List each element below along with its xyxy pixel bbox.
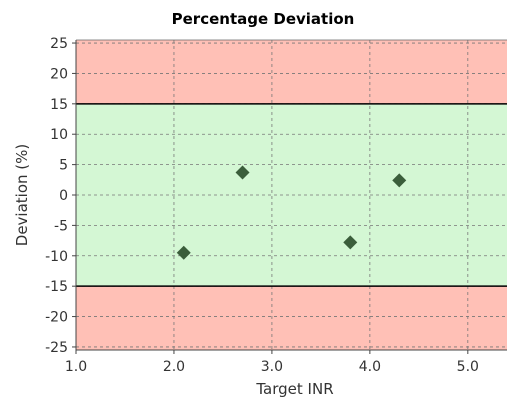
range-bands xyxy=(76,40,507,350)
axes xyxy=(72,39,507,354)
y-tick-label: 5 xyxy=(59,158,68,174)
threshold-lines xyxy=(76,103,507,287)
y-tick-label: 10 xyxy=(50,127,68,143)
y-tick-label: 15 xyxy=(50,97,68,113)
y-tick-label: -20 xyxy=(45,310,68,326)
lower-out-of-range-band xyxy=(76,286,507,350)
acceptable-range-band xyxy=(76,103,507,287)
y-tick-label: -25 xyxy=(45,340,68,356)
x-tick-label: 4.0 xyxy=(359,359,381,375)
data-point-diamond xyxy=(176,245,191,260)
y-tick-label: 0 xyxy=(59,188,68,204)
data-point-diamond xyxy=(235,165,250,180)
y-tick-label: 25 xyxy=(50,36,68,52)
y-tick-label: 20 xyxy=(50,66,68,82)
upper-out-of-range-band xyxy=(76,40,507,104)
data-points xyxy=(176,165,407,260)
y-tick-label: -15 xyxy=(45,279,68,295)
x-tick-label: 3.0 xyxy=(261,359,283,375)
data-point-diamond xyxy=(392,173,407,188)
y-axis-label: Deviation (%) xyxy=(13,144,31,246)
x-tick-label: 5.0 xyxy=(457,359,479,375)
y-tick-label: -10 xyxy=(45,249,68,265)
data-point-diamond xyxy=(343,235,358,250)
x-tick-label: 1.0 xyxy=(65,359,87,375)
x-tick-label: 2.0 xyxy=(163,359,185,375)
y-tick-label: -5 xyxy=(54,218,68,234)
chart-title: Percentage Deviation xyxy=(172,10,355,28)
y-tick-labels: 25 20 15 10 5 0 -5 -10 -15 -20 -25 xyxy=(45,36,68,356)
x-axis-label: Target INR xyxy=(255,380,333,398)
x-tick-labels: 1.0 2.0 3.0 4.0 5.0 xyxy=(65,359,479,375)
